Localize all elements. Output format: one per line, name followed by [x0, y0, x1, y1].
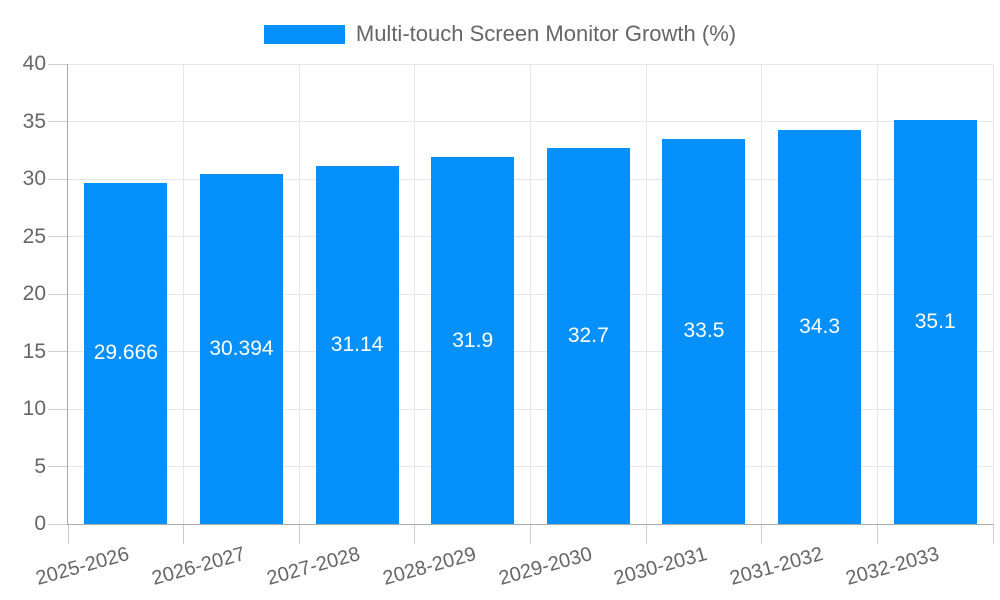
x-gridline	[992, 64, 994, 524]
bar[interactable]	[84, 182, 168, 524]
bar-value-label: 31.9	[452, 328, 494, 352]
legend-label: Multi-touch Screen Monitor Growth (%)	[355, 21, 737, 46]
bar[interactable]	[778, 129, 862, 524]
x-gridline	[183, 64, 185, 524]
bar[interactable]	[893, 120, 977, 524]
x-axis-tick	[298, 524, 300, 544]
bar-value-label: 29.666	[93, 341, 158, 365]
x-axis-category-label: 2030-2031	[611, 543, 710, 590]
x-axis-tick	[530, 524, 531, 544]
y-axis-tick	[48, 523, 68, 525]
x-axis-line	[67, 524, 993, 525]
y-axis-tick	[48, 408, 68, 410]
x-gridline	[298, 64, 300, 524]
y-axis-tick	[48, 121, 68, 122]
x-gridline	[414, 64, 416, 524]
x-axis-category-label: 2027-2028	[264, 543, 363, 590]
y-axis-tick-label: 0	[34, 512, 46, 535]
x-axis-category-label: 2032-2033	[843, 543, 942, 590]
x-axis-tick	[183, 524, 185, 544]
x-axis-category-label: 2026-2027	[149, 543, 248, 590]
y-axis-tick-label: 20	[22, 282, 46, 305]
y-axis-tick	[48, 236, 68, 237]
x-axis-tick	[645, 524, 647, 544]
x-gridline	[876, 64, 878, 524]
x-gridline	[530, 64, 531, 524]
y-axis-tick-label: 40	[22, 52, 46, 75]
y-axis-tick	[48, 63, 68, 65]
bar-value-label: 31.14	[330, 332, 384, 356]
y-axis-tick	[48, 351, 68, 352]
x-axis-tick	[761, 524, 763, 544]
y-axis-tick	[48, 466, 68, 467]
bar[interactable]	[315, 165, 399, 524]
y-axis-tick	[48, 178, 68, 180]
y-axis-tick-label: 30	[22, 167, 46, 190]
x-axis-category-label: 2029-2030	[496, 543, 595, 590]
x-axis-tick	[414, 524, 416, 544]
x-axis-category-label: 2031-2032	[727, 543, 826, 590]
y-axis-line	[67, 64, 68, 525]
x-axis-tick	[992, 524, 994, 544]
bar[interactable]	[431, 157, 515, 524]
bar[interactable]	[662, 138, 746, 524]
x-gridline	[645, 64, 647, 524]
bar-value-label: 32.7	[567, 323, 609, 347]
y-axis-tick-label: 25	[22, 224, 46, 248]
y-axis-tick-label: 5	[34, 454, 46, 478]
x-axis-tick	[876, 524, 878, 544]
y-axis-tick	[48, 293, 68, 295]
x-axis-category-label: 2028-2029	[380, 543, 479, 590]
bar-value-label: 34.3	[799, 314, 840, 338]
y-axis-tick-label: 35	[22, 109, 46, 133]
y-axis-tick-label: 15	[22, 339, 46, 363]
x-axis-tick	[67, 524, 69, 544]
bar-value-label: 35.1	[914, 310, 956, 334]
legend-item[interactable]: Multi-touch Screen Monitor Growth (%)	[0, 21, 1000, 47]
bar[interactable]	[546, 147, 630, 524]
x-gridline	[761, 64, 763, 524]
y-axis-tick-label: 10	[22, 397, 46, 420]
x-axis-category-label: 2025-2026	[33, 543, 132, 590]
bar-value-label: 33.5	[683, 319, 725, 343]
legend-swatch	[263, 24, 345, 44]
bar-value-label: 30.394	[209, 337, 274, 361]
bar[interactable]	[199, 174, 283, 524]
